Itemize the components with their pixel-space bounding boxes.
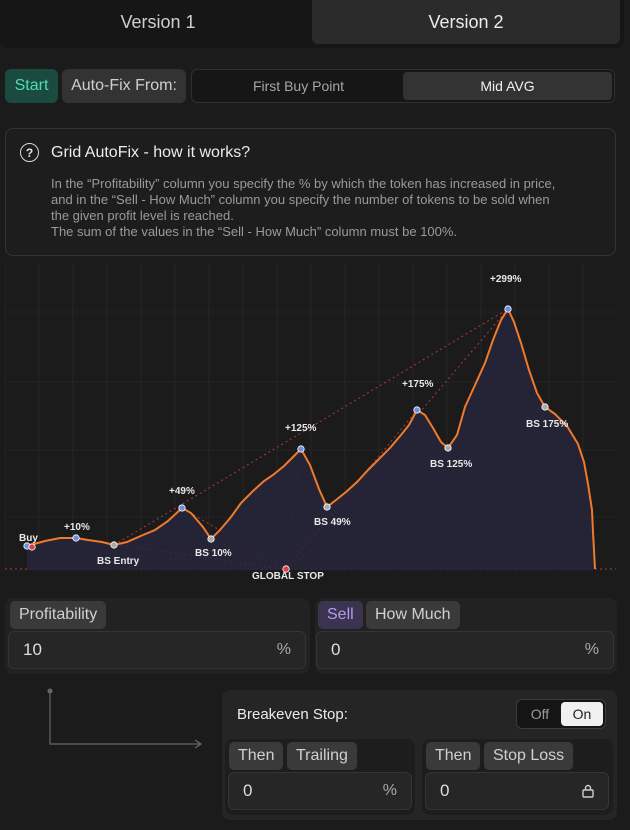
toggle-off[interactable]: Off (530, 706, 550, 722)
label-plus-49: +49% (169, 486, 195, 497)
global-stop-point (282, 565, 290, 573)
label-bs-175: BS 175% (526, 419, 568, 430)
connector-arrow-icon (47, 688, 203, 749)
percent-unit: % (276, 641, 291, 658)
profitability-value: 10 (23, 640, 42, 659)
profit-grid-chart: Buy +10% BS Entry +49% BS 10% +125% BS 4… (5, 262, 616, 582)
chart-points (23, 305, 549, 573)
autofix-from-label: Auto-Fix From: (62, 69, 186, 103)
breakeven-label: Breakeven Stop: (237, 706, 348, 723)
start-button[interactable]: Start (5, 69, 58, 103)
stop-marker (28, 543, 36, 551)
percent-unit: % (584, 641, 599, 658)
profitability-label: Profitability (10, 601, 107, 629)
dashed-line (285, 409, 418, 570)
target-point (297, 445, 305, 453)
price-area (27, 309, 595, 570)
label-buy: Buy (19, 533, 38, 544)
target-point (504, 305, 512, 313)
option-first-buy-point[interactable]: First Buy Point (252, 78, 345, 94)
bs-point (444, 444, 452, 452)
bs-point (323, 503, 331, 511)
breakeven-toggle[interactable]: Off On (516, 699, 606, 729)
bs-entry-point (110, 541, 118, 549)
bs-point (207, 535, 215, 543)
label-bs-125: BS 125% (430, 459, 472, 470)
info-line: the given profit level is reached. (51, 208, 234, 223)
sell-amount-value: 0 (331, 640, 341, 659)
label-plus-299: +299% (490, 274, 522, 285)
tab-version-1[interactable]: Version 1 (120, 11, 196, 32)
label-global-stop: GLOBAL STOP (252, 571, 324, 582)
target-point (72, 534, 80, 542)
info-line: The sum of the values in the “Sell - How… (51, 224, 458, 239)
stop-loss-label: Stop Loss (484, 742, 574, 770)
label-plus-175: +175% (402, 379, 434, 390)
target-point (413, 406, 421, 414)
toggle-on[interactable]: On (561, 702, 603, 726)
info-box: ? Grid AutoFix - how it works? In the “P… (5, 128, 616, 256)
then-label: Then (229, 742, 284, 770)
help-icon: ? (20, 143, 39, 162)
trailing-value: 0 (243, 781, 253, 800)
trailing-label: Trailing (287, 742, 357, 770)
target-point (178, 504, 186, 512)
lock-icon (582, 784, 594, 798)
then-label: Then (426, 742, 481, 770)
how-much-label: How Much (366, 601, 460, 629)
tab-version-2[interactable]: Version 2 (312, 0, 620, 44)
stop-loss-input[interactable]: 0 (425, 772, 609, 810)
sell-label: Sell (318, 601, 363, 629)
percent-unit: % (382, 782, 397, 799)
info-line: In the “Profitability” column you specif… (51, 176, 556, 191)
price-line (26, 306, 596, 570)
sell-amount-input[interactable]: 0 % (316, 631, 614, 669)
trailing-input[interactable]: 0 % (228, 772, 412, 810)
option-mid-avg[interactable]: Mid AVG (403, 72, 612, 100)
version-tabs: Version 1 Version 2 (0, 0, 624, 48)
label-plus-125: +125% (285, 423, 317, 434)
info-line: and in the “Sell - How Much” column you … (51, 192, 550, 207)
autofix-mode-selector: First Buy Point Mid AVG (191, 69, 615, 103)
info-title: Grid AutoFix - how it works? (51, 143, 251, 161)
profitability-input[interactable]: 10 % (8, 631, 306, 669)
label-plus-10: +10% (64, 522, 90, 533)
label-bs-entry: BS Entry (97, 556, 140, 567)
label-bs-10: BS 10% (195, 548, 232, 559)
info-description: In the “Profitability” column you specif… (20, 176, 601, 240)
bs-point (541, 403, 549, 411)
label-bs-49: BS 49% (314, 517, 351, 528)
stop-loss-value: 0 (440, 781, 450, 800)
